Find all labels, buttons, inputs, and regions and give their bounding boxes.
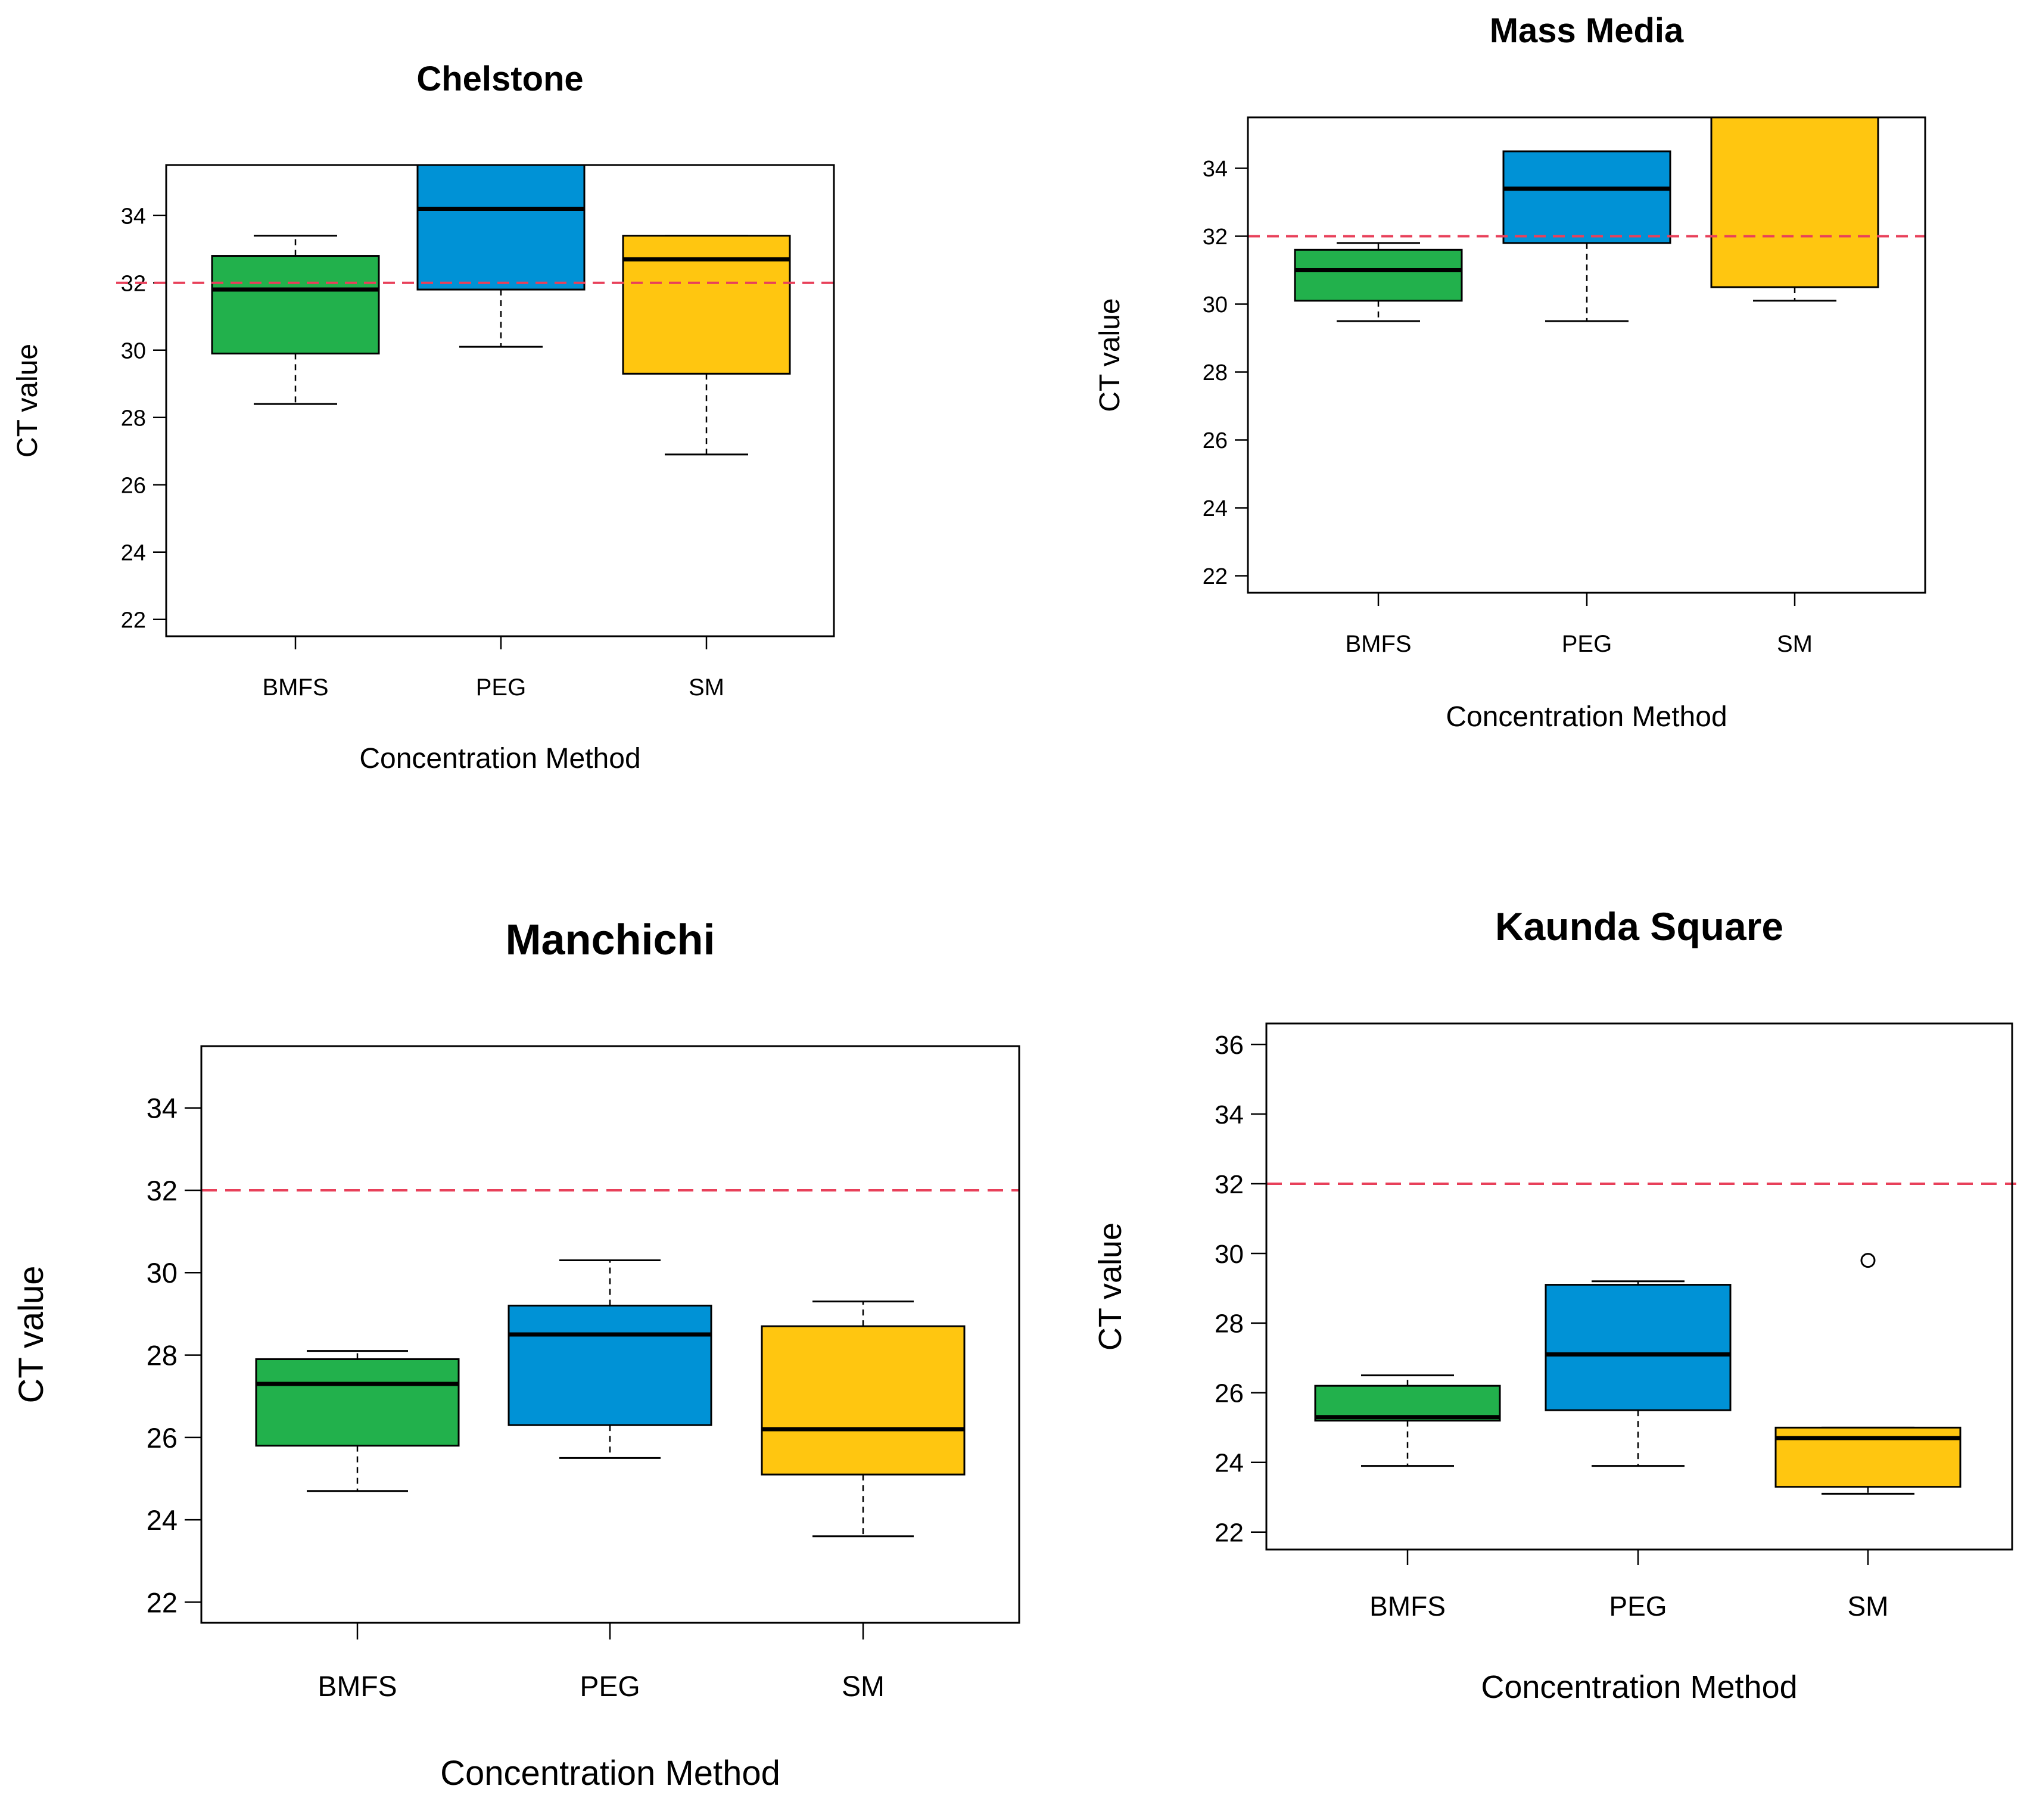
outlier-point-sm bbox=[1860, 1253, 1876, 1268]
y-tick-label: 32 bbox=[1215, 1170, 1244, 1199]
y-tick-label: 28 bbox=[1203, 360, 1228, 385]
y-tick-label: 34 bbox=[121, 204, 146, 229]
box-bmfs bbox=[1294, 242, 1463, 322]
chart-title: Kaunda Square bbox=[1495, 904, 1783, 948]
iqr-box-peg bbox=[1502, 150, 1671, 244]
chart-title: Chelstone bbox=[416, 60, 583, 98]
category-label-bmfs: BMFS bbox=[317, 1671, 397, 1703]
iqr-box-sm bbox=[622, 235, 791, 375]
box-sm bbox=[1710, 117, 1879, 302]
plot-frame bbox=[200, 1045, 1020, 1624]
box-peg bbox=[416, 165, 586, 348]
category-label-bmfs: BMFS bbox=[1369, 1591, 1446, 1622]
y-tick-label: 22 bbox=[1215, 1519, 1244, 1548]
y-tick-label: 28 bbox=[147, 1339, 178, 1371]
category-label-sm: SM bbox=[842, 1671, 885, 1703]
y-axis-label: CT value bbox=[12, 1265, 51, 1403]
x-axis-label: Concentration Method bbox=[359, 743, 640, 774]
y-tick-label: 30 bbox=[1215, 1240, 1244, 1269]
y-tick-label: 34 bbox=[1203, 157, 1228, 182]
box-sm bbox=[1774, 1426, 1961, 1495]
category-label-sm: SM bbox=[689, 674, 724, 701]
iqr-box-peg bbox=[416, 165, 586, 291]
y-tick-label: 34 bbox=[1215, 1100, 1244, 1130]
y-tick-label: 32 bbox=[147, 1175, 178, 1206]
iqr-box-bmfs bbox=[1294, 248, 1463, 302]
y-tick-label: 26 bbox=[121, 473, 146, 498]
box-bmfs bbox=[211, 235, 380, 405]
chart-panel-3: Manchichi 22 24 26 28 30 32 34 CT value Concentra… bbox=[12, 916, 1020, 1793]
category-label-peg: PEG bbox=[1609, 1591, 1667, 1622]
y-tick-label: 26 bbox=[1215, 1379, 1244, 1408]
y-tick-label: 24 bbox=[1215, 1449, 1244, 1478]
y-axis-label: CT value bbox=[1094, 298, 1126, 412]
x-axis-label: Concentration Method bbox=[440, 1754, 780, 1793]
iqr-box-peg bbox=[507, 1305, 712, 1426]
box-sm bbox=[761, 1301, 966, 1538]
category-label-sm: SM bbox=[1777, 631, 1813, 657]
plot-frame bbox=[165, 164, 835, 637]
box-bmfs bbox=[1314, 1374, 1501, 1467]
y-tick-label: 36 bbox=[1215, 1031, 1244, 1060]
iqr-box-bmfs bbox=[211, 255, 380, 354]
plot-area bbox=[1314, 1253, 1961, 1495]
box-sm bbox=[622, 235, 791, 456]
x-axis-label: Concentration Method bbox=[1481, 1669, 1797, 1705]
y-tick-label: 22 bbox=[147, 1586, 178, 1618]
iqr-box-bmfs bbox=[1314, 1385, 1501, 1422]
chart-title: Mass Media bbox=[1490, 11, 1684, 50]
y-tick-label: 26 bbox=[1203, 428, 1228, 453]
category-label-peg: PEG bbox=[476, 674, 526, 701]
iqr-box-peg bbox=[1545, 1284, 1732, 1411]
box-peg bbox=[1545, 1280, 1732, 1467]
plot-area bbox=[1294, 117, 1879, 322]
category-label-peg: PEG bbox=[580, 1671, 640, 1703]
y-tick-label: 24 bbox=[1203, 496, 1228, 521]
plot-frame bbox=[1265, 1022, 2013, 1551]
y-tick-label: 22 bbox=[121, 608, 146, 633]
x-axis-label: Concentration Method bbox=[1446, 701, 1727, 733]
y-tick-label: 30 bbox=[1203, 293, 1228, 318]
plot-frame bbox=[1247, 116, 1926, 594]
y-axis-label: CT value bbox=[12, 344, 43, 458]
y-tick-label: 24 bbox=[147, 1504, 178, 1536]
category-label-sm: SM bbox=[1848, 1591, 1889, 1622]
iqr-box-sm bbox=[761, 1325, 966, 1476]
y-tick-label: 30 bbox=[147, 1257, 178, 1289]
y-tick-label: 28 bbox=[1215, 1309, 1244, 1339]
box-peg bbox=[507, 1259, 712, 1459]
category-label-peg: PEG bbox=[1562, 631, 1612, 657]
box-bmfs bbox=[255, 1350, 460, 1492]
iqr-box-sm bbox=[1710, 117, 1879, 288]
chart-title: Manchichi bbox=[505, 916, 715, 964]
y-tick-label: 24 bbox=[121, 540, 146, 565]
y-tick-label: 34 bbox=[147, 1093, 178, 1124]
chart-panel-4: Kaunda Square 22 24 26 28 30 32 34 36 CT value Con… bbox=[1092, 904, 2016, 1705]
plot-area bbox=[211, 165, 791, 456]
y-tick-label: 30 bbox=[121, 338, 146, 363]
y-tick-label: 32 bbox=[1203, 225, 1228, 250]
y-tick-label: 22 bbox=[1203, 564, 1228, 589]
iqr-box-bmfs bbox=[255, 1358, 460, 1447]
chart-panel-2: Mass Media 22 24 26 28 30 32 34 CT value Concentr… bbox=[1094, 11, 1926, 733]
category-label-bmfs: BMFS bbox=[262, 674, 328, 701]
y-tick-label: 26 bbox=[147, 1422, 178, 1454]
y-axis-label: CT value bbox=[1092, 1222, 1128, 1351]
box-peg bbox=[1502, 150, 1671, 322]
plot-area bbox=[255, 1259, 966, 1538]
y-tick-label: 28 bbox=[121, 406, 146, 431]
category-label-bmfs: BMFS bbox=[1345, 631, 1411, 657]
